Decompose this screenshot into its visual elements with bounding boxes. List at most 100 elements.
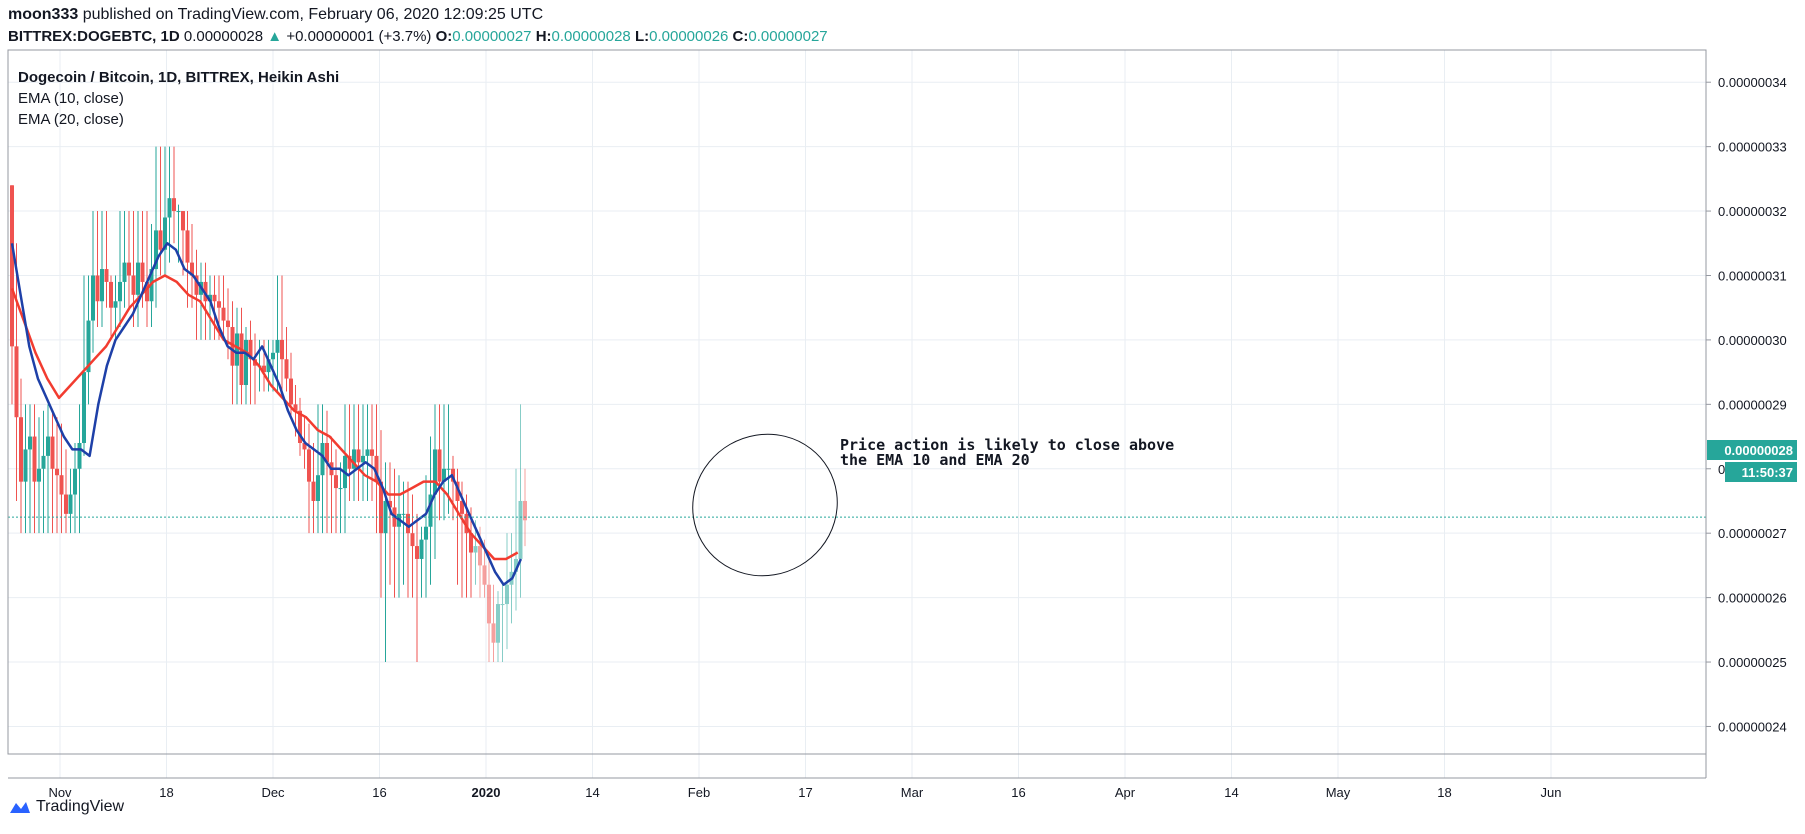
candle-body	[424, 526, 428, 540]
candle	[104, 211, 109, 308]
candle-body	[518, 500, 523, 559]
author-name[interactable]: moon333	[8, 6, 79, 23]
candle-body	[370, 449, 374, 456]
candle-body	[487, 584, 491, 624]
candle	[28, 404, 32, 534]
x-tick-label: Jun	[1541, 785, 1562, 800]
candle	[248, 320, 253, 405]
candle	[487, 558, 491, 663]
candle	[464, 494, 469, 598]
candle-body	[59, 475, 64, 495]
annotation-line-1[interactable]: Price action is likely to close above	[840, 436, 1174, 454]
candle	[14, 243, 19, 501]
x-tick-label: 16	[372, 785, 386, 800]
close-value: 0.00000027	[748, 28, 828, 45]
candle-body	[478, 546, 482, 566]
candle	[410, 494, 415, 598]
candle	[41, 410, 46, 534]
candle-body	[446, 468, 451, 470]
candle	[131, 211, 136, 328]
ema-layer	[10, 242, 523, 586]
candle	[280, 275, 284, 392]
candle-body	[401, 513, 406, 515]
candle-body	[10, 185, 14, 347]
candle-body	[505, 584, 509, 605]
x-tick-label: Apr	[1115, 785, 1136, 800]
candle	[469, 507, 473, 598]
time-axis[interactable]: Nov 18 Dec 16 2020 14 Feb 17 Mar 16 Apr 14 May 18 Jun	[48, 785, 1561, 800]
candle	[59, 423, 64, 534]
candle	[356, 404, 361, 501]
candle-body	[500, 604, 505, 606]
candle	[122, 211, 127, 308]
candle-body	[73, 468, 77, 495]
candle	[172, 146, 176, 244]
candle-body	[212, 294, 217, 302]
legend-ema10: EMA (10, close)	[18, 90, 124, 107]
candle	[82, 275, 86, 456]
candle-body	[194, 275, 199, 295]
legend-title: Dogecoin / Bitcoin, 1D, BITTREX, Heikin …	[18, 69, 339, 86]
candle	[163, 146, 167, 276]
candle-body	[41, 455, 46, 469]
candle	[343, 404, 347, 534]
candle-body	[455, 481, 460, 501]
candle-body	[181, 211, 185, 231]
candle-body	[302, 442, 307, 450]
price-axis[interactable]: 0.00000034 0.00000033 0.00000032 0.00000031…	[1706, 75, 1787, 734]
x-tick-label: 14	[585, 785, 599, 800]
candle-body	[23, 449, 28, 482]
x-tick-label: Feb	[688, 785, 710, 800]
candle	[136, 211, 140, 328]
candle-body	[361, 455, 365, 463]
candle-body	[32, 436, 37, 482]
candle-body	[442, 468, 446, 482]
open-label: O:	[435, 28, 453, 45]
candle-body	[262, 365, 266, 373]
candle	[311, 442, 316, 534]
candle	[523, 468, 527, 547]
chart-border	[7, 49, 1707, 755]
x-tick-label: 18	[1437, 785, 1451, 800]
annotation-line-2[interactable]: the EMA 10 and EMA 20	[840, 451, 1030, 469]
tradingview-logo-icon	[10, 802, 30, 813]
x-tick-label: Dec	[261, 785, 285, 800]
candle	[419, 526, 424, 598]
candle-body	[523, 500, 527, 521]
candle	[239, 307, 244, 405]
candle-body	[244, 339, 248, 386]
y-tick-label: 0.00000027	[1718, 526, 1787, 541]
candle	[491, 584, 496, 663]
candle	[325, 410, 329, 534]
y-tick-label: 0.00000025	[1718, 655, 1787, 670]
candle	[424, 475, 428, 598]
candle-body	[176, 211, 181, 213]
publish-info: moon333 published on TradingView.com, Fe…	[8, 6, 543, 24]
candle	[230, 301, 235, 405]
candle-body	[226, 320, 230, 328]
candle-body	[91, 275, 95, 321]
candle-body	[172, 198, 176, 212]
annotation-ellipse[interactable]	[667, 408, 863, 602]
candle	[244, 327, 248, 405]
candle	[235, 307, 239, 405]
candle	[109, 275, 113, 340]
candle-body	[217, 301, 221, 308]
candle	[77, 404, 82, 534]
candle	[91, 211, 95, 353]
last-price: 0.00000028	[183, 28, 264, 45]
candle-body	[415, 546, 419, 559]
candle-body	[46, 436, 50, 456]
candle-body	[163, 217, 167, 250]
candle	[95, 211, 100, 328]
candle	[307, 423, 311, 534]
candle	[203, 262, 208, 340]
candle-body	[203, 281, 208, 302]
tradingview-brand[interactable]: TradingView	[8, 798, 124, 816]
candle	[505, 533, 509, 650]
candle-body	[100, 269, 104, 302]
candle-body	[271, 352, 275, 360]
candle	[338, 462, 343, 534]
candle-body	[284, 359, 289, 379]
